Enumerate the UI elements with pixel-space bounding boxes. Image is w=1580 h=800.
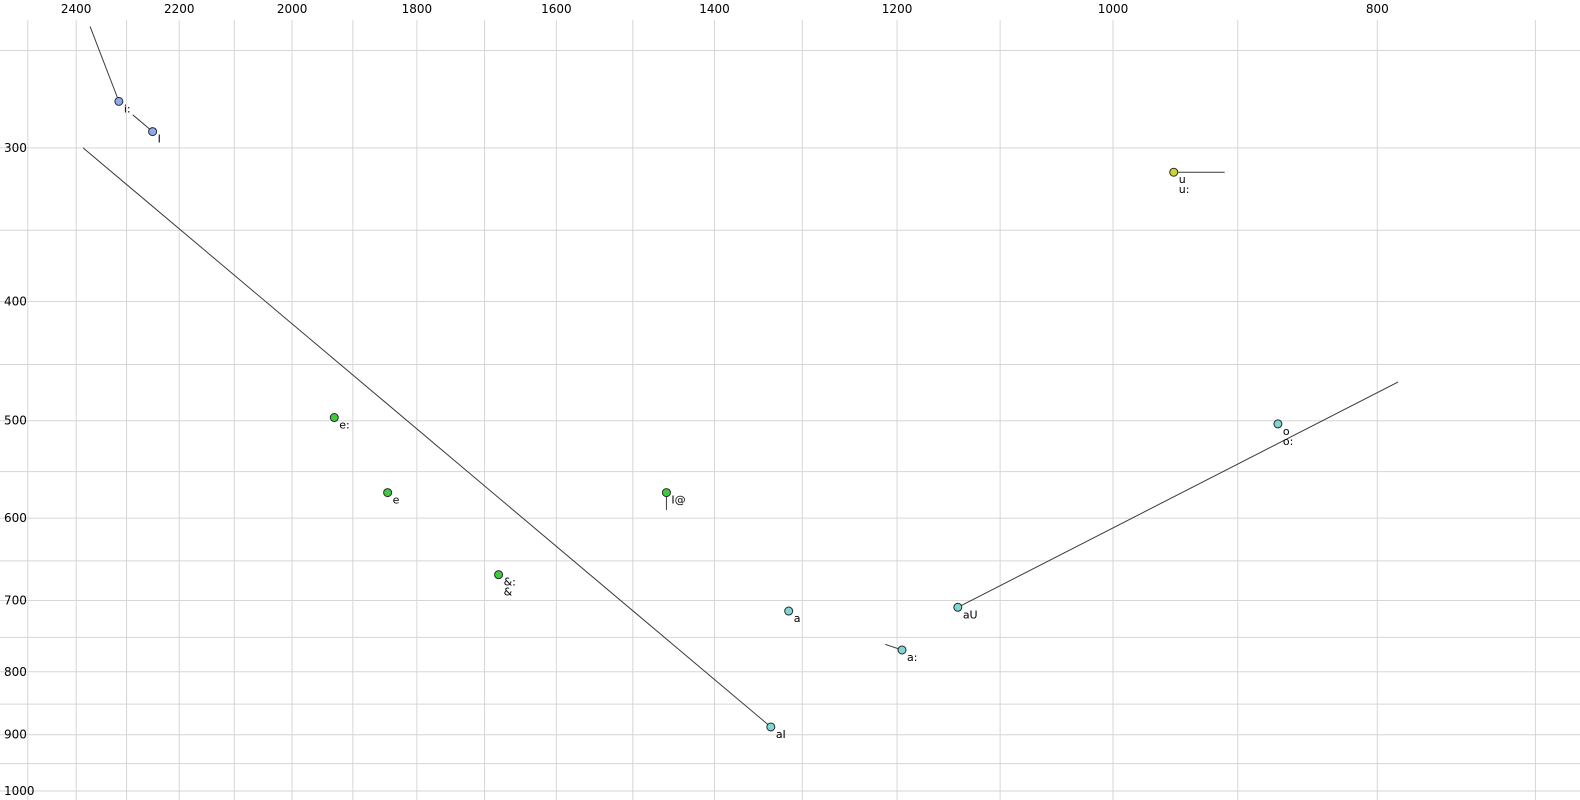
vowel-sublabel: & xyxy=(504,586,513,599)
vowel-label: u xyxy=(1179,173,1186,186)
y-axis-tick-label: 700 xyxy=(4,593,27,607)
vowel-label: i: xyxy=(124,102,131,115)
vowel-label: a xyxy=(794,612,801,625)
x-axis-tick-label: 1400 xyxy=(699,2,730,16)
y-axis-tick-label: 400 xyxy=(4,295,27,309)
x-axis-tick-label: 2200 xyxy=(164,2,195,16)
vowel-label: o xyxy=(1283,425,1290,438)
y-axis-tick-label: 800 xyxy=(4,665,27,679)
vowel-label: aI xyxy=(776,728,786,741)
vowel-point xyxy=(1273,419,1283,429)
vowel-sublabel: u: xyxy=(1179,183,1190,196)
trajectory-line xyxy=(89,26,120,102)
vowel-label: aU xyxy=(963,608,978,621)
vowel-sublabel: o: xyxy=(1283,435,1293,448)
vowel-label: I@ xyxy=(671,494,685,507)
vowel-label: &: xyxy=(504,576,516,589)
x-axis-tick-label: 1000 xyxy=(1098,2,1129,16)
x-axis-tick-label: 1200 xyxy=(882,2,913,16)
vowel-label: e: xyxy=(339,419,349,432)
vowel-label: a: xyxy=(907,651,917,664)
x-axis-tick-label: 800 xyxy=(1366,2,1389,16)
x-axis-tick-label: 2400 xyxy=(61,2,92,16)
x-axis-tick-label: 1600 xyxy=(541,2,572,16)
vowel-point xyxy=(784,606,794,616)
vowel-point xyxy=(661,488,671,498)
y-axis-tick-label: 300 xyxy=(4,141,27,155)
vowel-label: I xyxy=(158,133,161,146)
trajectory-line xyxy=(957,381,1399,608)
y-axis-tick-label: 500 xyxy=(4,414,27,428)
y-axis-tick-label: 600 xyxy=(4,511,27,525)
x-axis-tick-label: 2000 xyxy=(277,2,308,16)
vowel-point xyxy=(1169,167,1179,177)
x-axis-tick-label: 1800 xyxy=(402,2,433,16)
vowel-point xyxy=(494,570,504,580)
vowel-point xyxy=(766,722,776,732)
vowel-point xyxy=(897,645,907,655)
vowel-point xyxy=(953,602,963,612)
vowel-label: e xyxy=(393,494,400,507)
y-axis-tick-label: 1000 xyxy=(4,784,35,798)
vowel-point xyxy=(148,127,158,137)
y-axis-tick-label: 900 xyxy=(4,728,27,742)
vowel-point xyxy=(329,413,339,423)
vowel-point xyxy=(383,488,393,498)
trajectory-line xyxy=(82,147,772,728)
vowel-point xyxy=(114,96,124,106)
